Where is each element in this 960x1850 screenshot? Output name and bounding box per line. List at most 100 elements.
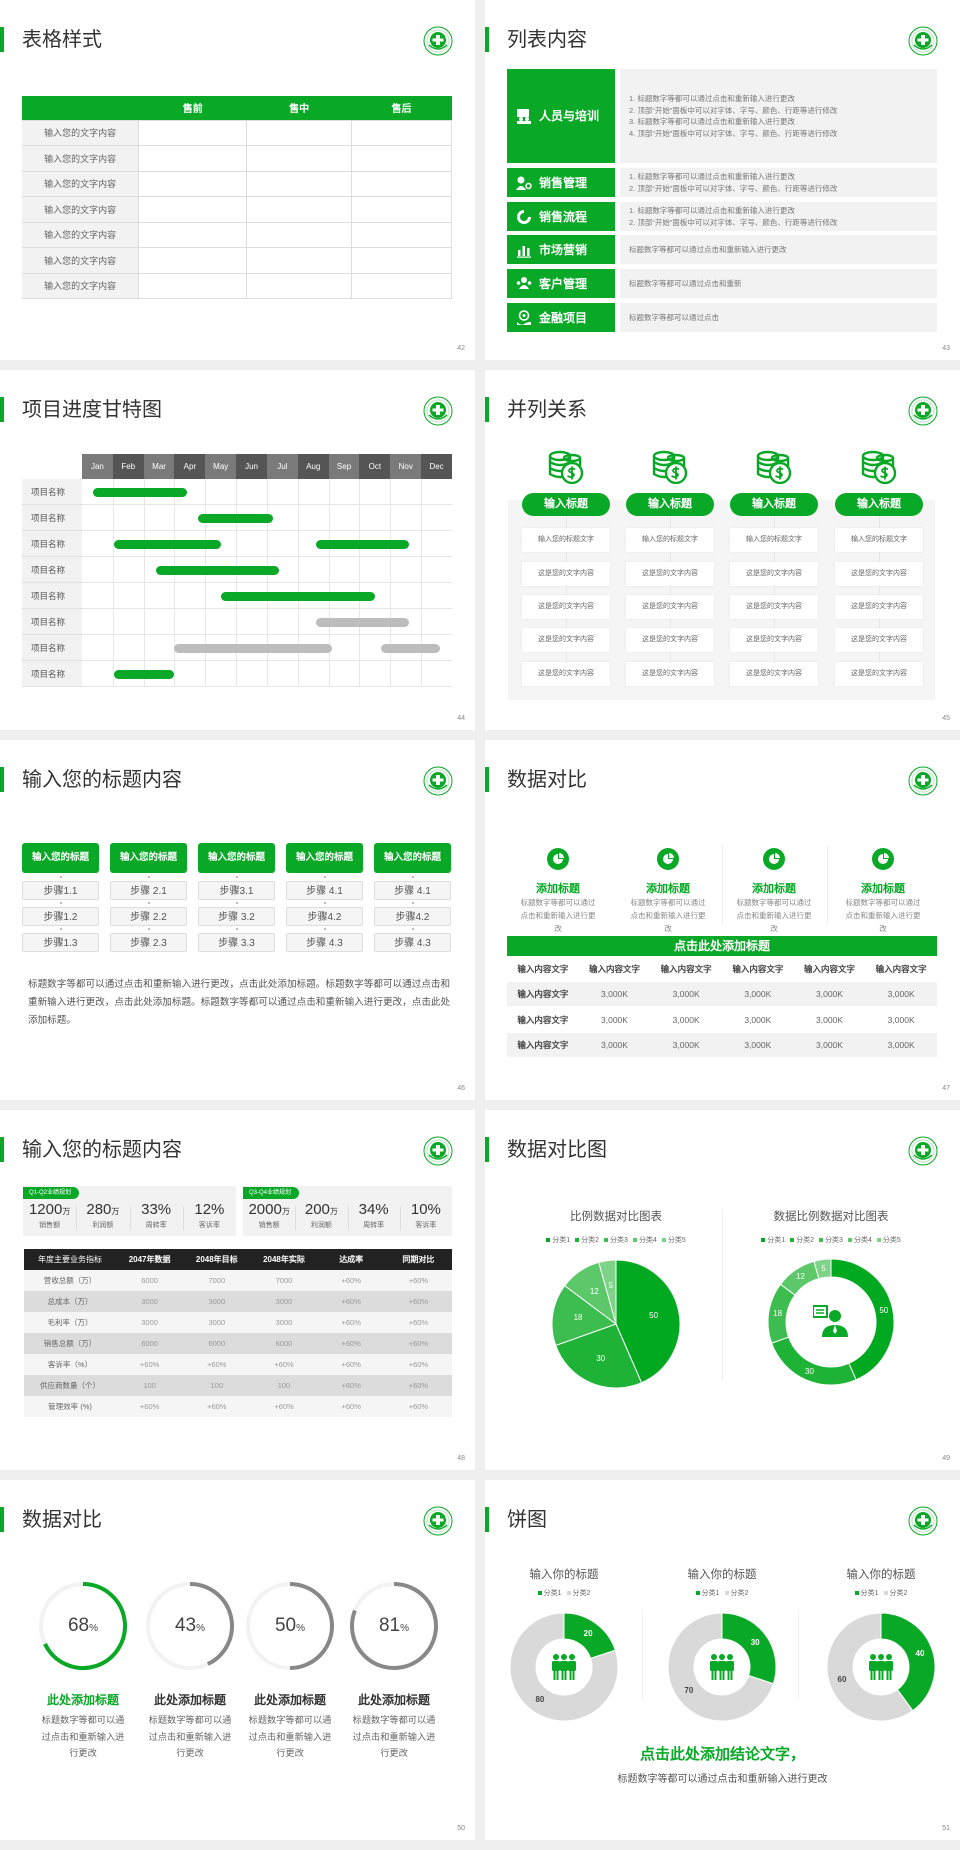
table-cell[interactable] [246,145,353,172]
step-box[interactable]: 步骤 2.1 [110,881,187,900]
divider [399,1206,401,1230]
step-box[interactable]: 步骤1.3 [22,933,99,952]
legend-item: 分类2 [575,1235,599,1245]
table-title-bar[interactable]: 点击此处添加标题 [507,936,937,956]
table-cell[interactable] [138,145,248,172]
gantt-bar[interactable] [381,643,440,653]
list-item-label-box: 客户管理 [507,269,615,298]
connector-dot [323,902,326,904]
step-column-heading[interactable]: 输入您的标题 [110,843,187,873]
content-cell: 这是您的文字内容 [626,562,714,586]
gantt-bar[interactable] [114,539,221,549]
divider [722,845,723,925]
table-cell[interactable] [138,272,248,299]
table-cell[interactable] [246,119,353,146]
gantt-bar[interactable] [92,487,187,497]
table-cell[interactable] [138,247,248,274]
table-cell[interactable] [351,272,452,299]
table-cell: 管理效率 (%) [48,1402,92,1411]
step-box[interactable]: 步骤 3.2 [198,907,275,926]
row-label: 输入您的文字内容 [22,247,140,274]
ring-heading: 此处添加标题 [253,1693,326,1707]
table-cell[interactable] [138,196,248,223]
list-item[interactable]: 销售管理 1. 标题数字等都可以通过点击和重新输入进行更改 2. 顶部“开始”面板中… [507,168,937,197]
table-cell[interactable] [351,247,452,274]
table-cell[interactable] [246,196,353,223]
column-header: 输入内容文字 [517,964,569,974]
gantt-bar[interactable] [155,565,280,575]
slice-label: 50 [649,1311,659,1321]
step-column-heading[interactable]: 输入您的标题 [22,843,99,873]
table-cell[interactable] [351,170,452,197]
kpi-label: 销售额 [39,1222,61,1229]
table-cell[interactable] [246,221,353,248]
step-box[interactable]: 步骤3.1 [198,881,275,900]
table-cell[interactable] [246,170,353,197]
gantt-bar[interactable] [197,513,274,523]
table-cell[interactable] [246,272,353,299]
gantt-bar[interactable] [114,669,175,679]
step-box[interactable]: 步骤 4.1 [374,881,451,900]
table-cell[interactable] [351,196,452,223]
connector-dot [147,876,150,878]
table-cell[interactable] [246,247,353,274]
step-box[interactable]: 步骤1.2 [22,907,99,926]
step-box[interactable]: 步骤1.1 [22,881,99,900]
table-cell: 100 [143,1381,156,1390]
gantt-bar[interactable] [220,591,375,601]
page-number: 46 [457,1085,465,1092]
gantt-bar[interactable] [316,539,409,549]
list-item[interactable]: 销售流程 1. 标题数字等都可以通过点击和重新输入进行更改 2. 顶部“开始”面板中… [507,202,937,231]
list-item[interactable]: 人员与培训 1. 标题数字等都可以通过点击和重新输入进行更改 2. 顶部“开始”面板… [507,69,937,163]
step-box[interactable]: 步骤 2.3 [110,933,187,952]
step-box[interactable]: 步骤 4.1 [286,881,363,900]
column-heading-pill[interactable]: 输入标题 [730,493,818,516]
table-cell: 3,000K [816,1040,843,1050]
chart-title: 输入你的标题 [529,1569,599,1581]
table-cell[interactable] [351,221,452,248]
table-row [24,1312,452,1333]
step-box[interactable]: 步骤 3.3 [198,933,275,952]
gantt-bar[interactable] [174,643,332,653]
table-row: 输入您的文字内容 [22,221,452,248]
slice-label: 70 [684,1686,694,1696]
slide-50: 数据对比 50 68% 此处添加标题 标题数字等都可以通过点击和重新输入进行更改 43% 此… [0,1480,475,1840]
page-number: 44 [457,715,465,722]
feature-title: 添加标题 [646,883,690,895]
list-item[interactable]: 市场营销 标题数字等都可以通过点击和重新输入进行更改 [507,235,937,264]
content-cell: 这是您的文字内容 [730,562,818,586]
slide-42: 表格样式 42 售前 售中 售后 输入您的文字内容 输入您的文字内容 输入您的文字内容 输入您的… [0,0,475,360]
table-cell[interactable] [138,170,248,197]
table-row: 输入您的文字内容 [22,247,452,274]
table-cell[interactable] [351,119,452,146]
progress-unit: % [196,1623,206,1634]
column-heading-pill[interactable]: 输入标题 [522,493,610,516]
step-box[interactable]: 步骤4.2 [374,907,451,926]
column-heading-pill[interactable]: 输入标题 [835,493,923,516]
gantt-bar[interactable] [316,617,409,627]
step-column-heading[interactable]: 输入您的标题 [286,843,363,873]
step-box[interactable]: 步骤 2.2 [110,907,187,926]
legend-item: 分类2 [566,1588,590,1598]
gantt-row-label: 项目名称 [22,635,82,661]
table-cell[interactable] [351,145,452,172]
table-cell: 营收总额（万） [43,1276,97,1285]
list-item[interactable]: 客户管理 标题数字等都可以通过点击和重新 [507,269,937,298]
month-header: Dec [421,454,452,479]
step-box[interactable]: 步骤4.2 [286,907,363,926]
step-box[interactable]: 步骤 4.3 [286,933,363,952]
column-heading-pill[interactable]: 输入标题 [626,493,714,516]
step-column-heading[interactable]: 输入您的标题 [374,843,451,873]
table-cell[interactable] [138,221,248,248]
list-item[interactable]: 金融项目 标题数字等都可以通过点击 [507,303,937,332]
conclusion-text[interactable]: 点击此处添加结论文字， [639,1746,805,1763]
step-box[interactable]: 步骤 4.3 [374,933,451,952]
table-cell[interactable] [138,119,248,146]
divider [295,1206,297,1230]
table-cell: 总成本（万） [47,1297,93,1306]
legend-item: 分类1 [546,1235,570,1245]
progress-ring-fill [289,1582,334,1670]
content-cell: 这是您的文字内容 [522,662,610,686]
step-column-heading[interactable]: 输入您的标题 [198,843,275,873]
pie-slice [555,1323,643,1389]
